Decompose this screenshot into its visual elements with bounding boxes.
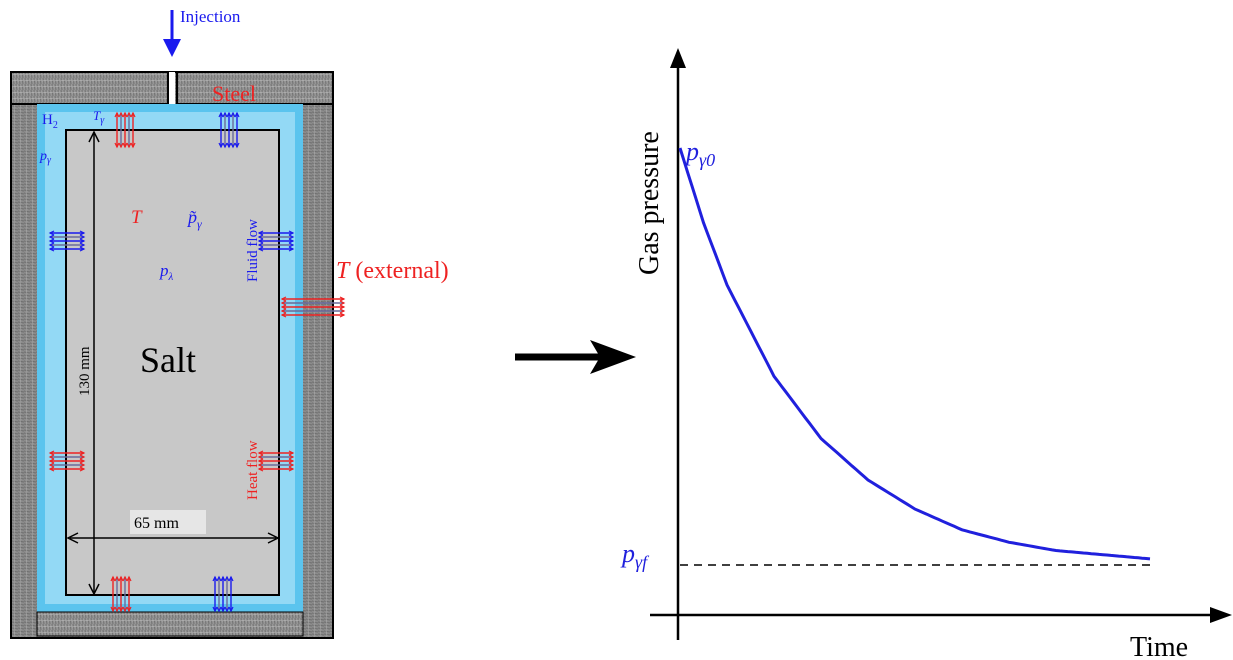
pressure-decay-curve [678,147,1151,561]
flux-arrows [48,111,346,613]
steel-bottom [36,611,304,637]
fluid-flow-label: Fluid flow [245,219,261,282]
p-lambda-label: pλ [159,261,174,283]
fluid-flux-left [48,230,86,252]
width-label-bg [130,510,206,534]
y-axis-arrowhead [670,48,686,68]
steel-label: Steel [212,81,256,106]
heat-flux-left [48,450,86,472]
salt-label: Salt [140,340,196,380]
heat-flux-bottom-left [110,575,132,613]
t-gamma-label: Tγ [93,108,105,126]
final-pressure-label: pγf [620,539,650,572]
schematic: Injection Steel H2 Tγ pγ T p̃γ pλ Fluid … [10,7,449,639]
x-axis-arrowhead [1210,607,1232,623]
fluid-flux-top-right [218,111,240,149]
steel-lid-left [10,71,169,105]
height-label: 130 mm [77,346,93,396]
pressure-plot: Gas pressure Time pγ0 pγf [620,48,1232,660]
temperature-label: T [131,207,143,228]
external-temperature-label: T (external) [336,258,449,284]
heat-flux-external [280,296,346,318]
x-axis-label: Time [1130,632,1188,660]
heat-flow-label: Heat flow [245,440,261,500]
y-axis-label: Gas pressure [634,131,665,275]
height-dimension [88,130,100,596]
initial-pressure-label: pγ0 [684,137,715,170]
injection-label: Injection [180,7,241,26]
p-tilde-label: p̃γ [186,207,202,231]
h2-label: H2 [42,112,58,131]
fluid-flux-right [257,230,295,252]
fluid-flux-bottom-right [212,575,234,613]
width-label: 65 mm [134,515,179,532]
p-gamma-label: pγ [39,149,52,166]
width-dimension [66,532,280,544]
transition-arrow [515,340,636,374]
heat-flux-top-left [114,111,136,149]
heat-flux-right [257,450,295,472]
